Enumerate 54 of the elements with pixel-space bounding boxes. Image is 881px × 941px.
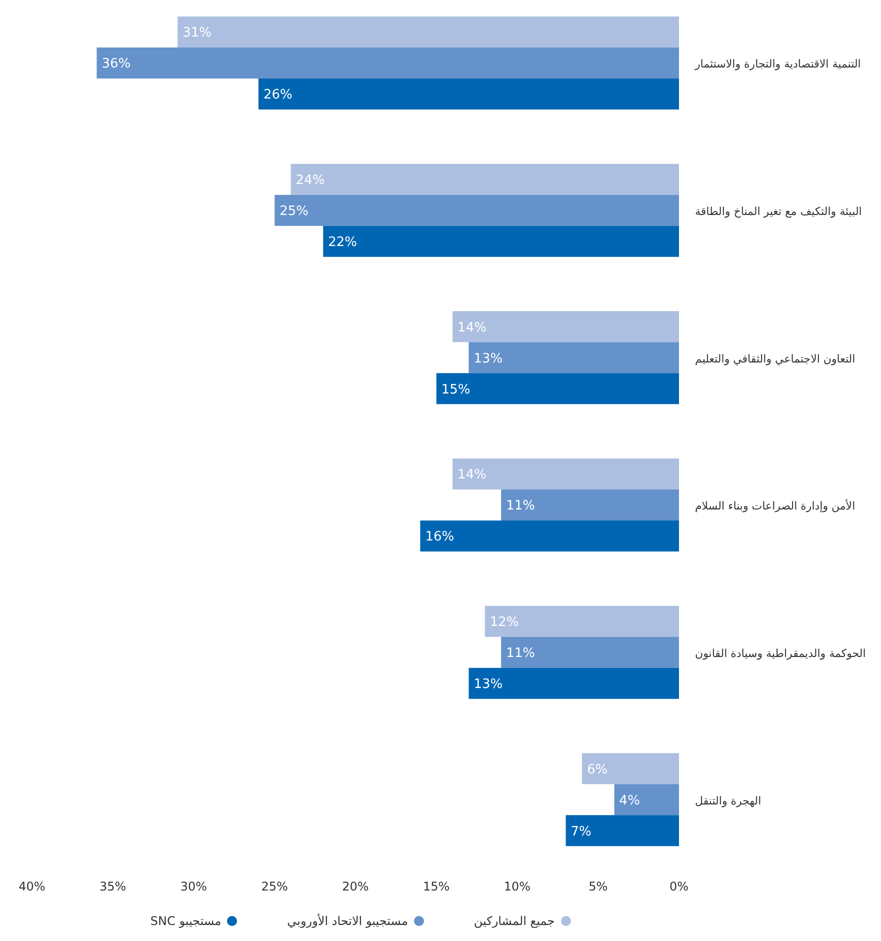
bar <box>436 373 679 404</box>
data-label: 16% <box>425 530 454 545</box>
legend-label: مستجيبو SNC <box>150 914 222 928</box>
data-label: 14% <box>458 468 486 483</box>
bar <box>178 16 679 48</box>
bar <box>274 194 679 226</box>
data-label: 11% <box>506 498 535 514</box>
data-label: 24% <box>296 172 325 188</box>
y-tick-label: البيئة والتكيف مع تغير المناخ والطاقة <box>695 205 862 218</box>
x-tick-label: 40% <box>18 880 46 894</box>
data-label: 15% <box>441 382 470 398</box>
bar <box>290 164 679 195</box>
legend-label: جميع المشاركين <box>474 914 555 928</box>
x-tick-label: 0% <box>669 880 689 894</box>
data-label: 31% <box>182 26 212 41</box>
x-tick-label: 35% <box>100 880 126 894</box>
x-tick-label: 10% <box>504 880 531 894</box>
x-tick-label: 20% <box>342 880 369 894</box>
bar <box>501 636 679 668</box>
bar <box>582 753 679 784</box>
data-label: 13% <box>474 676 503 692</box>
data-label: 14% <box>458 320 486 336</box>
data-label: 36% <box>102 56 131 72</box>
bar <box>420 520 679 552</box>
legend-label: مستجيبو الاتحاد الأوروبي <box>287 914 408 928</box>
data-label: 4% <box>619 793 640 808</box>
data-label: 6% <box>586 762 608 778</box>
x-tick-label: 15% <box>423 880 450 894</box>
x-tick-label: 5% <box>588 880 608 894</box>
bar <box>484 606 679 637</box>
bar <box>614 784 679 816</box>
data-label: 7% <box>570 824 592 840</box>
data-label: 26% <box>263 88 292 103</box>
bar <box>566 815 679 846</box>
bar <box>452 311 679 342</box>
bar <box>96 48 679 79</box>
bar <box>323 226 679 257</box>
bar <box>452 458 679 490</box>
y-tick-label: التعاون الاجتماعي والثقافي والتعليم <box>695 352 856 366</box>
data-label: 13% <box>474 351 503 366</box>
data-label: 12% <box>490 614 519 630</box>
y-tick-label: الأمن وإدارة الصراعات وبناء السلام <box>695 498 856 513</box>
bar <box>468 668 679 699</box>
y-tick-label: الهجرة والتنقل <box>695 794 762 808</box>
bar <box>468 342 679 374</box>
data-label: 22% <box>328 234 358 250</box>
x-tick-label: 30% <box>180 880 208 894</box>
data-label: 25% <box>280 204 309 219</box>
bar <box>501 490 679 521</box>
y-tick-label: الحوكمة والديمقراطية وسيادة القانون <box>695 647 866 660</box>
bar <box>258 78 679 110</box>
data-label: 11% <box>506 646 535 661</box>
x-tick-label: 25% <box>261 880 288 894</box>
y-tick-label: التنمية الاقتصادية والتجارة والاستثمار <box>694 58 861 71</box>
